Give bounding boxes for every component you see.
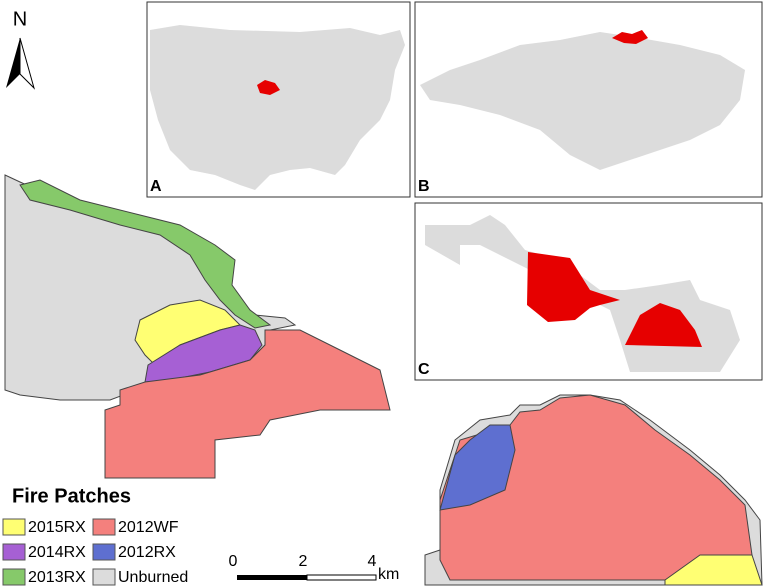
fire-patch: [104, 329, 391, 479]
legend-label: 2012WF: [118, 519, 179, 536]
legend-swatch: [92, 568, 116, 586]
legend-title: Fire Patches: [12, 485, 131, 507]
legend-label: 2012RX: [118, 544, 176, 561]
scale-unit: km: [378, 566, 399, 583]
scale-label: 4: [368, 553, 377, 570]
legend-swatch: [2, 543, 26, 561]
legend-swatch: [2, 568, 26, 586]
fire-patch: [439, 394, 753, 581]
fire-patch: [439, 424, 516, 511]
legend-label: 2014RX: [28, 544, 86, 561]
north-arrow: [19, 37, 35, 90]
legend-label: 2015RX: [28, 519, 86, 536]
burn-area: [527, 252, 620, 322]
study-area: [257, 80, 280, 95]
legend-swatch: [2, 518, 26, 536]
scale-bar: [237, 575, 307, 580]
panel-label: A: [150, 178, 162, 195]
north-arrow: [6, 38, 20, 88]
legend: 2015RX 2012WF 2014RX 2012RX 2013RX Unburned: [2, 518, 188, 586]
legend-label: Unburned: [118, 569, 188, 586]
legend-swatch: [92, 543, 116, 561]
north-label: N: [13, 8, 27, 30]
scale-label: 0: [229, 553, 238, 570]
legend-swatch: [92, 518, 116, 536]
fire-patch: [19, 179, 272, 329]
legend-label: 2013RX: [28, 569, 86, 586]
burn-area: [625, 303, 702, 347]
region: [150, 25, 405, 190]
scale-label: 2: [299, 553, 308, 570]
panel-label: C: [418, 361, 430, 378]
panel-label: B: [418, 178, 430, 195]
region: [420, 32, 745, 170]
study-area: [612, 30, 648, 44]
scale-bar: [306, 574, 377, 581]
fire-patch: [664, 554, 763, 586]
